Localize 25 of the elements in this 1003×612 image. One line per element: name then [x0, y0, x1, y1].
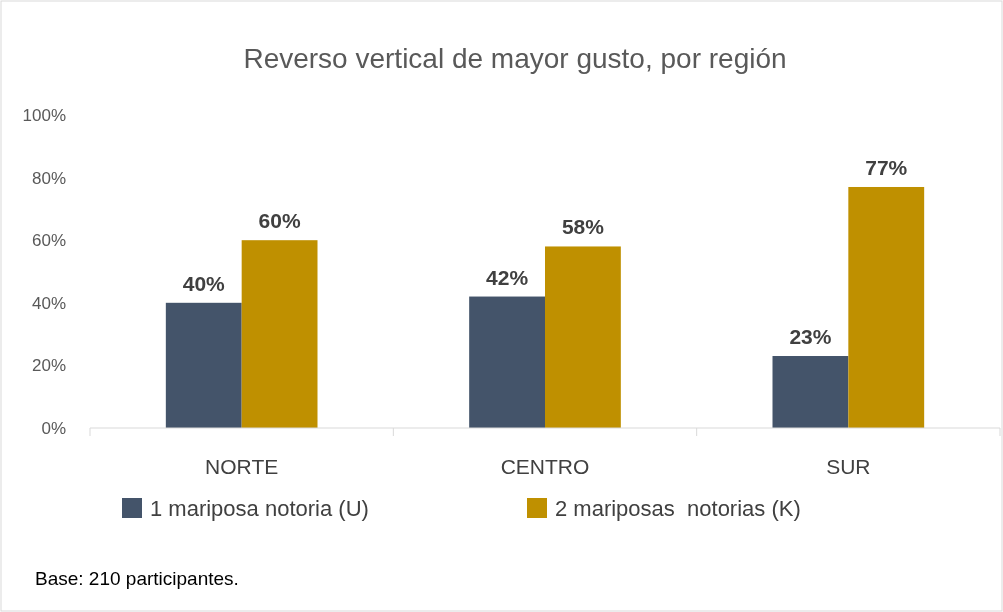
data-label: 40%: [182, 271, 226, 295]
data-label: 23%: [789, 325, 832, 349]
bar: [545, 246, 621, 428]
data-label: 60%: [258, 209, 301, 233]
y-tick-label: 80%: [31, 168, 66, 188]
legend-label: 1 mariposa notoria (U): [150, 496, 369, 521]
bar: [241, 240, 318, 428]
bar: [848, 186, 925, 428]
y-tick-label: 0%: [41, 419, 66, 438]
bar: [469, 296, 545, 428]
x-tick-label: CENTRO: [500, 455, 590, 478]
y-tick-label: 60%: [31, 231, 66, 251]
data-label: 42%: [486, 265, 529, 289]
y-tick-label: 40%: [31, 293, 66, 313]
legend-label: 2 mariposas notorias (K): [555, 496, 801, 521]
chart-title: Reverso vertical de mayor gusto, por región: [243, 43, 787, 74]
x-tick-label: SUR: [826, 455, 871, 478]
text: Base: 210 participantes.: [35, 568, 239, 589]
bar: [772, 356, 849, 428]
bar: [165, 302, 242, 428]
data-label: 58%: [561, 215, 605, 239]
y-tick-label: 20%: [31, 356, 66, 376]
data-label: 77%: [865, 155, 908, 179]
y-tick-label: 100%: [22, 106, 66, 125]
x-tick-label: NORTE: [205, 455, 279, 478]
